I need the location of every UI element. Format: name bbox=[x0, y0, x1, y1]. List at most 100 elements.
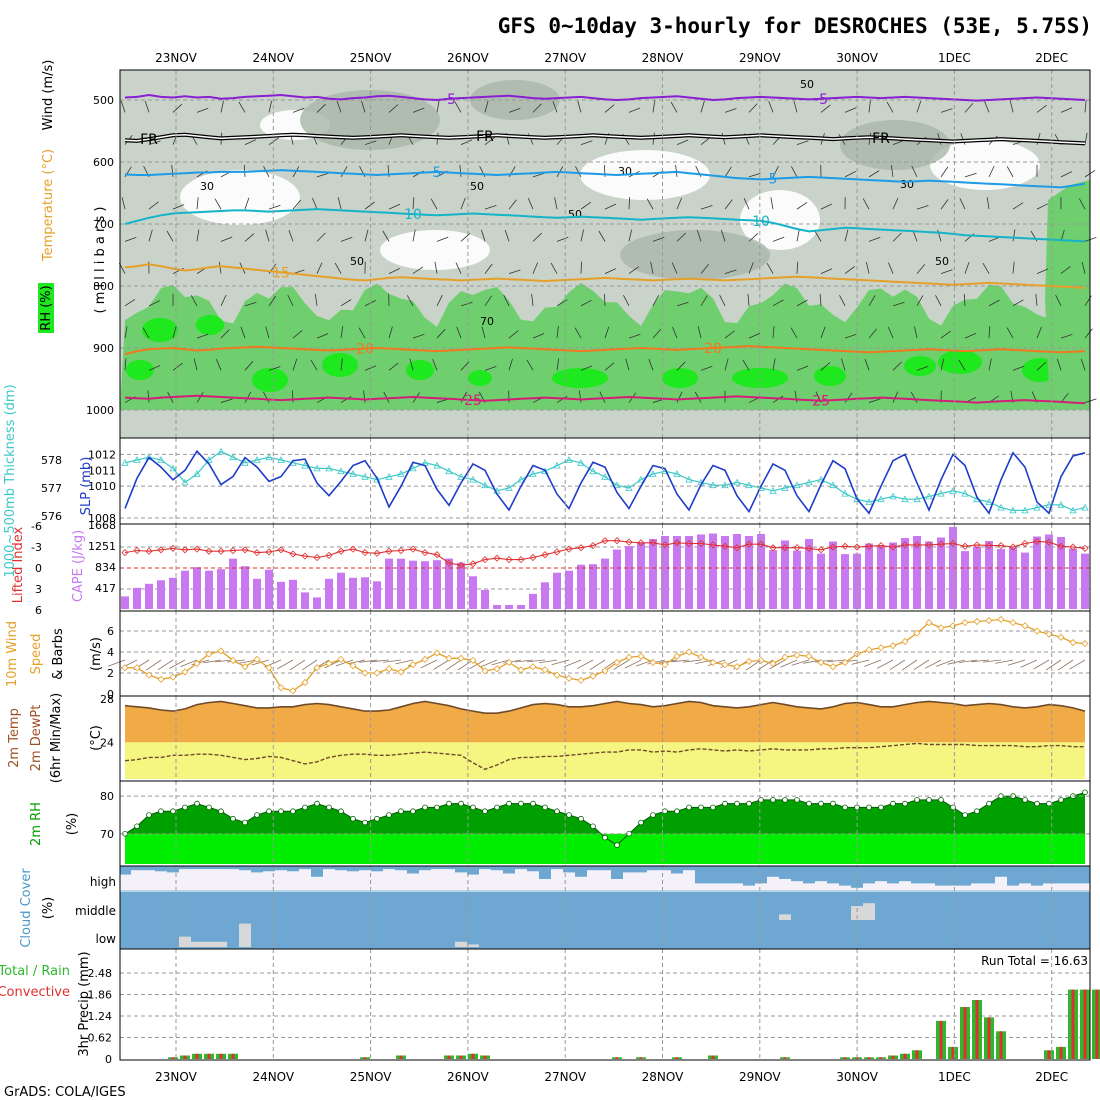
wind-barb bbox=[268, 366, 281, 371]
rh2m-marker bbox=[818, 800, 824, 807]
thickness-marker bbox=[997, 503, 1005, 511]
wind-barb bbox=[964, 262, 970, 274]
wind-barb bbox=[503, 294, 510, 307]
cloud-clear-cell bbox=[863, 883, 875, 890]
lifted-marker bbox=[205, 547, 213, 555]
wind10-barb bbox=[983, 659, 1002, 663]
wind-barb bbox=[508, 108, 521, 113]
wind-barb bbox=[172, 326, 177, 339]
cloud-clear-cell bbox=[491, 870, 503, 890]
lifted-marker bbox=[313, 553, 321, 562]
lifted-marker bbox=[133, 546, 141, 555]
wind-barb bbox=[793, 100, 798, 113]
wind-barb bbox=[625, 358, 630, 371]
cape-bar bbox=[457, 562, 465, 609]
wind-barb bbox=[820, 104, 831, 113]
precip-tick: 0 bbox=[105, 1053, 112, 1066]
wind10-barb bbox=[889, 659, 906, 671]
rh-bright-patch bbox=[904, 356, 936, 376]
wind-barb bbox=[171, 164, 174, 177]
precip-tick: 1.24 bbox=[88, 1010, 113, 1023]
thickness-marker bbox=[613, 481, 621, 489]
thickness-marker bbox=[277, 456, 285, 463]
rh-tick: 70 bbox=[100, 828, 114, 841]
wind-barb bbox=[238, 101, 246, 113]
rh-bright-patch bbox=[662, 368, 698, 388]
isotherm-line bbox=[124, 394, 1086, 405]
wind-barb bbox=[916, 205, 929, 210]
wind-barb bbox=[388, 362, 399, 371]
rh-legend-swatch bbox=[38, 283, 54, 333]
lifted-marker bbox=[553, 548, 561, 556]
thickness-marker bbox=[1045, 500, 1053, 508]
temp-tick: 24 bbox=[100, 736, 114, 749]
lifted-tick: 0 bbox=[35, 562, 42, 575]
lifted-marker bbox=[277, 546, 285, 554]
rh2m-marker bbox=[1034, 800, 1040, 807]
wind-barb bbox=[1036, 268, 1049, 274]
wind-barb bbox=[604, 104, 615, 113]
cloud-clear-cell bbox=[1055, 883, 1067, 890]
precip-conv-bar bbox=[999, 1031, 1003, 1059]
rh2m-marker bbox=[638, 819, 644, 826]
precip-conv-bar bbox=[855, 1057, 859, 1059]
wind-barb bbox=[244, 197, 250, 210]
rh2m-marker bbox=[254, 812, 260, 818]
wind-barb bbox=[316, 172, 329, 178]
thickness-marker bbox=[505, 484, 513, 491]
wind-barb bbox=[700, 205, 713, 210]
cloud-clear-cell bbox=[935, 885, 947, 890]
precip-conv-label: Convective bbox=[0, 985, 70, 1000]
rh-bright-patch bbox=[406, 360, 434, 380]
wind-barb bbox=[604, 326, 610, 339]
wind10-barb bbox=[589, 659, 606, 671]
wind-barb bbox=[460, 197, 466, 210]
wind-barb bbox=[724, 166, 732, 178]
wind-barb bbox=[1084, 132, 1088, 145]
wind10-barb bbox=[683, 659, 702, 663]
lifted-marker bbox=[625, 538, 633, 546]
wind-barb bbox=[361, 100, 366, 113]
wind-barb bbox=[409, 358, 414, 371]
pressure-tick: 500 bbox=[93, 94, 114, 107]
cloud-clear-cell bbox=[419, 870, 431, 890]
lifted-axis-label: Lifted Index bbox=[11, 526, 26, 603]
cloud-clear-cell bbox=[803, 883, 815, 890]
wind-barb bbox=[868, 398, 881, 403]
wind-barb bbox=[868, 170, 880, 178]
rh2m-marker bbox=[1022, 797, 1028, 803]
thickness-marker bbox=[553, 461, 561, 469]
wind-barb bbox=[1036, 326, 1042, 339]
cape-bar bbox=[709, 533, 717, 609]
cape-bar bbox=[553, 572, 561, 609]
wind10-barb bbox=[577, 659, 594, 670]
rh2m-marker bbox=[578, 815, 584, 822]
wind-barb bbox=[916, 295, 924, 307]
cloud-clear-cell bbox=[167, 872, 179, 890]
thickness-marker bbox=[733, 478, 741, 486]
bottom-date-label: 27NOV bbox=[544, 1070, 586, 1084]
wind-barb bbox=[508, 330, 519, 339]
wind10-marker bbox=[577, 676, 585, 684]
wind-barb bbox=[670, 101, 678, 113]
wind-barb bbox=[580, 299, 592, 307]
top-date-label: 29NOV bbox=[739, 51, 781, 65]
thickness-marker bbox=[361, 472, 369, 480]
wind10-marker bbox=[973, 617, 981, 626]
wind-barb bbox=[940, 166, 949, 178]
wind-barb bbox=[868, 100, 871, 113]
cape-bar bbox=[565, 570, 573, 609]
bottom-date-label: 28NOV bbox=[642, 1070, 684, 1084]
precip-tick: 1.86 bbox=[88, 989, 113, 1002]
wind-barb bbox=[652, 236, 665, 242]
wind10-marker bbox=[877, 644, 885, 652]
wind10-marker bbox=[337, 655, 345, 663]
precip-tick: 2.48 bbox=[88, 967, 113, 980]
cloud-clear-cell bbox=[755, 883, 767, 890]
lifted-marker bbox=[337, 547, 345, 555]
wind-barb bbox=[696, 229, 702, 242]
cape-bar bbox=[1021, 552, 1029, 609]
wind10-barb bbox=[851, 659, 870, 665]
cloud-clear-cell bbox=[599, 870, 611, 890]
